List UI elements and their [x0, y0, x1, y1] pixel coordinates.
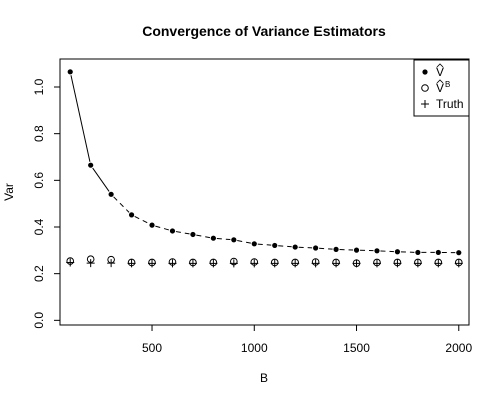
series-line-segment [196, 234, 211, 239]
point-truth [291, 259, 300, 268]
point-truth [229, 259, 238, 268]
point-vhat [251, 241, 257, 247]
point-truth [393, 259, 402, 268]
series-line-segment [175, 231, 190, 235]
series-layer [66, 69, 463, 268]
legend-hat [436, 63, 444, 68]
point-truth [454, 259, 463, 268]
x-tick-label: 2000 [445, 341, 472, 355]
point-truth [332, 259, 341, 268]
point-truth [250, 259, 259, 268]
point-vhat [456, 250, 462, 256]
point-vhat [313, 245, 319, 251]
y-tick-label: 0.2 [32, 265, 46, 282]
point-vhat [353, 247, 360, 253]
point-truth [188, 259, 197, 268]
point-truth [168, 259, 177, 268]
series-line-segment [134, 215, 150, 225]
point-truth [352, 259, 361, 268]
point-vhat [292, 244, 298, 250]
y-tick-label: 0.8 [32, 125, 46, 142]
point-truth [209, 259, 218, 268]
point-vhat [374, 248, 380, 254]
point-truth [107, 259, 116, 268]
x-tick-label: 1500 [343, 341, 370, 355]
legend-hat [436, 79, 444, 84]
series-line-segment [216, 237, 231, 241]
series-line-segment [70, 75, 91, 162]
point-truth [270, 259, 279, 268]
y-axis: 0.0 0.2 0.4 0.6 0.8 1.0 [32, 78, 61, 329]
x-tick-label: 1000 [241, 341, 268, 355]
point-truth [413, 259, 422, 268]
point-vhat [210, 235, 216, 241]
point-vhat [88, 162, 94, 168]
point-vhat [415, 249, 421, 256]
legend-symbol-plus [421, 100, 429, 108]
y-tick-label: 1.0 [32, 78, 46, 95]
legend-box [413, 59, 470, 117]
point-vhat [190, 231, 196, 238]
point-vhat [231, 237, 237, 243]
y-axis-label: Var [2, 183, 16, 201]
series-line-segment [113, 196, 130, 213]
series-line-segment [92, 167, 110, 192]
legend-symbol-open-circle [421, 84, 429, 92]
point-truth [372, 259, 381, 268]
y-tick-label: 0.0 [32, 312, 46, 329]
plot-frame [59, 58, 470, 326]
point-vhat [67, 69, 73, 75]
legend-label: V [436, 81, 444, 95]
legend-symbol-filled-circle [422, 69, 428, 75]
point-vhat [394, 249, 401, 255]
legend-label: Truth [436, 97, 464, 111]
point-truth [311, 259, 320, 268]
point-vhat [333, 246, 339, 252]
series-line-segment [155, 225, 170, 231]
y-tick-label: 0.6 [32, 172, 46, 189]
point-truth [127, 259, 136, 268]
legend-superscript: B [445, 80, 450, 89]
point-vhat [108, 191, 114, 197]
legend-label: V [436, 65, 444, 79]
legend: VV B Truth [413, 59, 470, 117]
point-vhat [169, 228, 176, 234]
x-axis: 500 1000 1500 2000 [142, 324, 472, 355]
series-line-segment [380, 250, 394, 253]
point-vhat [272, 242, 278, 249]
chart-title: Convergence of Variance Estimators [142, 23, 386, 39]
x-axis-label: B [260, 371, 268, 385]
point-vhat [435, 249, 441, 256]
series-line-segment [298, 246, 313, 249]
point-truth [148, 259, 157, 268]
point-truth [86, 259, 95, 268]
point-truth [66, 258, 75, 267]
series-line-segment [237, 240, 251, 244]
x-tick-label: 500 [142, 341, 162, 355]
series-line-segment [257, 243, 272, 246]
point-truth [434, 259, 443, 268]
series-line-segment [319, 247, 333, 250]
point-vhat [149, 222, 155, 228]
series-line-segment [278, 245, 292, 248]
y-tick-label: 0.4 [32, 218, 46, 235]
point-vhat [128, 212, 135, 218]
